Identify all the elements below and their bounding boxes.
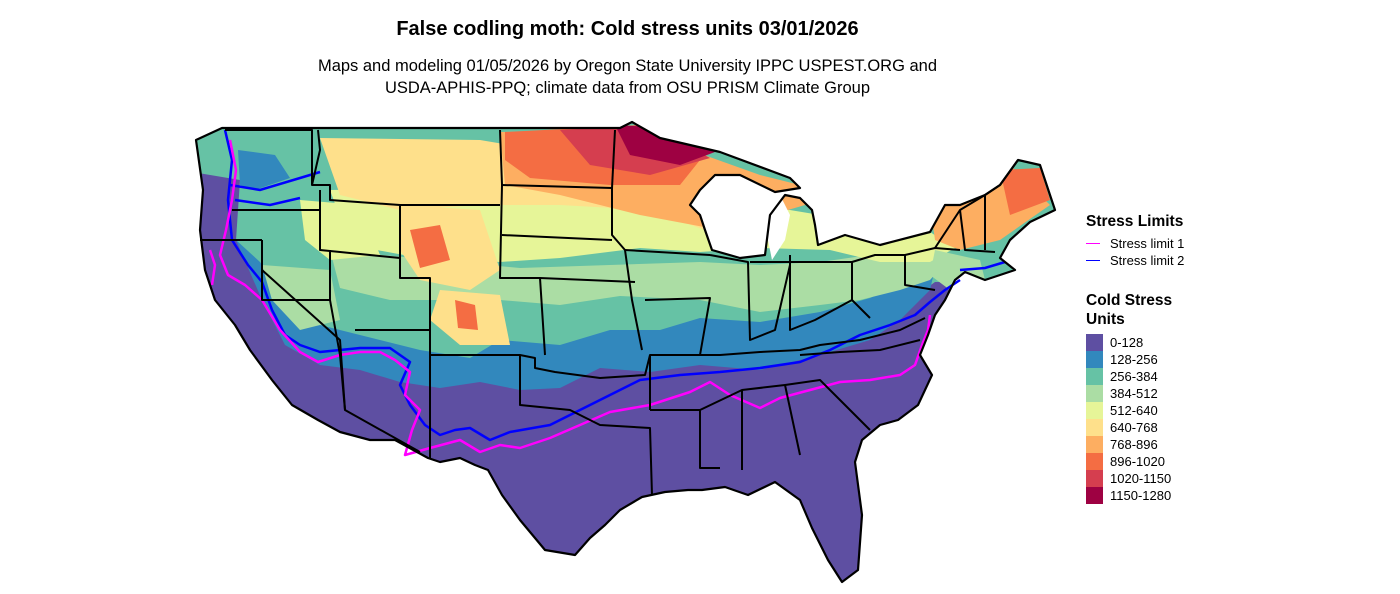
legend-item-class: 1150-1280	[1086, 487, 1206, 504]
legend-label: 1150-1280	[1110, 488, 1172, 503]
legend-label: 1020-1150	[1110, 471, 1172, 486]
legend-swatch	[1086, 368, 1103, 385]
legend-item-class: 256-384	[1086, 368, 1206, 385]
legend-label: 896-1020	[1110, 454, 1165, 469]
cold-stress-legend-title: Cold Stress Units	[1086, 292, 1173, 328]
legend-swatch	[1086, 470, 1103, 487]
legend-label: 384-512	[1110, 386, 1158, 401]
legend-item-class: 384-512	[1086, 385, 1206, 402]
state-boundaries	[200, 129, 1019, 496]
legend-item-class: 640-768	[1086, 419, 1206, 436]
map-title: False codling moth: Cold stress units 03…	[396, 18, 859, 40]
legend-label: Stress limit 2	[1110, 253, 1185, 268]
legend-label: 768-896	[1110, 437, 1158, 452]
legend-swatch	[1086, 453, 1103, 470]
subtitle-line-1: Maps and modeling 01/05/2026 by Oregon S…	[317, 57, 938, 75]
map-subtitle: Maps and modeling 01/05/2026 by Oregon S…	[0, 55, 1255, 99]
legend-swatch	[1086, 487, 1103, 504]
stress-limit-1-key	[1086, 243, 1100, 244]
legend-label: 640-768	[1110, 420, 1158, 435]
legend-item-class: 128-256	[1086, 351, 1206, 368]
legend-swatch	[1086, 402, 1103, 419]
legend-label: Stress limit 1	[1110, 236, 1185, 251]
legend-swatch	[1086, 351, 1103, 368]
legend-item-class: 1020-1150	[1086, 470, 1206, 487]
legend-swatch	[1086, 419, 1103, 436]
stress-limits-legend-title: Stress Limits	[1086, 213, 1184, 230]
legend-item-stress-limit-2: Stress limit 2	[1086, 252, 1206, 269]
stress-limit-2-key	[1086, 260, 1100, 261]
stress-limit-2-line	[223, 129, 961, 442]
stress-limit-1-line	[218, 139, 932, 457]
subtitle-line-2: USDA-APHIS-PPQ; climate data from OSU PR…	[384, 79, 871, 97]
legend-item-class: 512-640	[1086, 402, 1206, 419]
legend-label: 0-128	[1110, 335, 1144, 350]
legend-swatch	[1086, 334, 1103, 351]
legend-item-class: 0-128	[1086, 334, 1206, 351]
legend-item-stress-limit-1: Stress limit 1	[1086, 235, 1206, 252]
legend-swatch	[1086, 385, 1103, 402]
legend-item-class: 896-1020	[1086, 453, 1206, 470]
legend-label: 512-640	[1110, 403, 1158, 418]
legend-label: 256-384	[1110, 369, 1158, 384]
us-cold-stress-map	[194, 120, 1057, 584]
us-outline	[194, 120, 1057, 584]
legend-label: 128-256	[1110, 352, 1158, 367]
legend-swatch	[1086, 436, 1103, 453]
legend: Stress Limits Stress limit 1 Stress limi…	[1086, 212, 1206, 504]
legend-item-class: 768-896	[1086, 436, 1206, 453]
